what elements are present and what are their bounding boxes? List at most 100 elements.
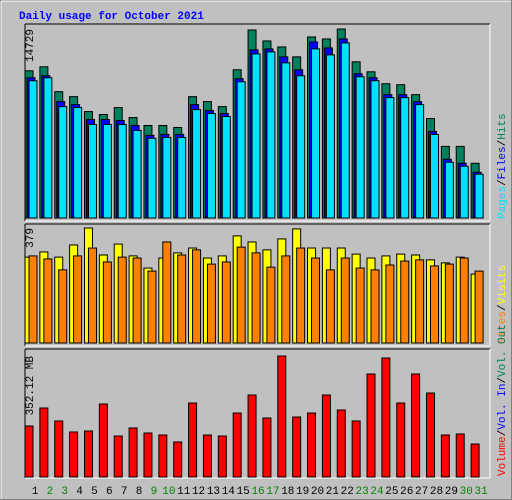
bar bbox=[147, 137, 157, 219]
bar bbox=[128, 427, 138, 478]
x-tick-label: 28 bbox=[430, 486, 443, 498]
y-tick-label: 352.12 MB bbox=[25, 356, 37, 416]
x-tick-label: 23 bbox=[356, 486, 369, 498]
bar bbox=[429, 265, 439, 344]
x-tick-label: 14 bbox=[222, 486, 236, 498]
x-tick-label: 10 bbox=[162, 486, 175, 498]
bar bbox=[58, 106, 68, 219]
bar bbox=[177, 254, 187, 344]
bar bbox=[54, 420, 64, 478]
x-tick-label: 1 bbox=[32, 486, 39, 498]
legend-entry: Hits bbox=[497, 113, 509, 139]
bar bbox=[232, 412, 242, 478]
x-tick-label: 5 bbox=[91, 486, 98, 498]
bar bbox=[28, 80, 38, 219]
legend-separator: / bbox=[497, 179, 509, 186]
bar bbox=[188, 402, 198, 478]
bar bbox=[73, 255, 83, 344]
bar bbox=[429, 133, 439, 219]
bar bbox=[459, 257, 469, 344]
x-tick-label: 31 bbox=[474, 486, 488, 498]
bar bbox=[385, 264, 395, 344]
bar bbox=[307, 412, 317, 478]
bar bbox=[236, 246, 246, 344]
x-tick-label: 6 bbox=[106, 486, 113, 498]
bar bbox=[396, 402, 406, 478]
bar bbox=[385, 97, 395, 219]
bar bbox=[221, 261, 231, 344]
x-tick-label: 4 bbox=[76, 486, 83, 498]
bar bbox=[173, 441, 183, 478]
bar bbox=[117, 256, 127, 344]
bar bbox=[281, 62, 291, 219]
bar bbox=[262, 417, 272, 478]
bar bbox=[455, 433, 465, 478]
y-tick-label: 14729 bbox=[25, 29, 37, 62]
bar bbox=[266, 266, 276, 344]
bar bbox=[73, 107, 83, 219]
bar bbox=[147, 270, 157, 344]
bar bbox=[251, 53, 261, 219]
bar bbox=[202, 434, 212, 478]
bar bbox=[247, 394, 257, 478]
bar bbox=[459, 165, 469, 219]
bar bbox=[98, 403, 108, 478]
x-tick-label: 15 bbox=[237, 486, 250, 498]
legend-entry: Visits bbox=[497, 265, 509, 305]
bar bbox=[474, 270, 484, 344]
y-tick-label: 379 bbox=[25, 228, 37, 248]
bar bbox=[58, 269, 68, 344]
bar bbox=[425, 392, 435, 478]
bar bbox=[221, 116, 231, 219]
bar bbox=[415, 259, 425, 344]
bar bbox=[415, 104, 425, 219]
bar bbox=[132, 129, 142, 219]
bar bbox=[39, 407, 49, 478]
bar bbox=[325, 269, 335, 344]
bar bbox=[43, 77, 53, 219]
legend: Volume/Vol. In/Vol. Out bbox=[497, 324, 509, 476]
bar bbox=[296, 247, 306, 344]
legend-entry: Volume bbox=[497, 436, 509, 476]
x-tick-label: 21 bbox=[326, 486, 340, 498]
legend-entry: Pages bbox=[497, 186, 509, 219]
bar bbox=[340, 42, 350, 219]
legend: Pages/Files/Hits bbox=[497, 113, 509, 219]
bar bbox=[444, 263, 454, 344]
x-tick-label: 8 bbox=[136, 486, 143, 498]
bar bbox=[132, 257, 142, 344]
bar bbox=[251, 252, 261, 344]
bar bbox=[83, 430, 93, 478]
bar bbox=[206, 263, 216, 344]
x-tick-label: 29 bbox=[445, 486, 458, 498]
x-tick-label: 19 bbox=[296, 486, 309, 498]
x-tick-label: 3 bbox=[61, 486, 68, 498]
x-tick-label: 30 bbox=[460, 486, 473, 498]
bar bbox=[474, 173, 484, 219]
bar bbox=[366, 373, 376, 478]
x-tick-label: 16 bbox=[251, 486, 264, 498]
bar bbox=[311, 48, 321, 219]
plot-area bbox=[25, 349, 490, 478]
bar bbox=[192, 249, 202, 344]
bar bbox=[444, 161, 454, 219]
x-tick-label: 7 bbox=[121, 486, 128, 498]
bar bbox=[162, 241, 172, 344]
bar bbox=[206, 113, 216, 219]
legend-entry: Files bbox=[497, 146, 509, 179]
legend-separator: / bbox=[497, 377, 509, 384]
bar bbox=[69, 431, 79, 478]
chart-title: Daily usage for October 2021 bbox=[19, 11, 204, 23]
bar bbox=[217, 435, 227, 478]
bar bbox=[158, 434, 168, 478]
bar bbox=[292, 416, 302, 478]
bar bbox=[321, 394, 331, 478]
bar bbox=[266, 51, 276, 219]
bar bbox=[236, 81, 246, 219]
bar bbox=[113, 435, 123, 478]
bar bbox=[28, 255, 38, 344]
bar bbox=[296, 75, 306, 219]
bar bbox=[281, 255, 291, 344]
bar bbox=[87, 123, 97, 219]
x-tick-label: 11 bbox=[177, 486, 191, 498]
